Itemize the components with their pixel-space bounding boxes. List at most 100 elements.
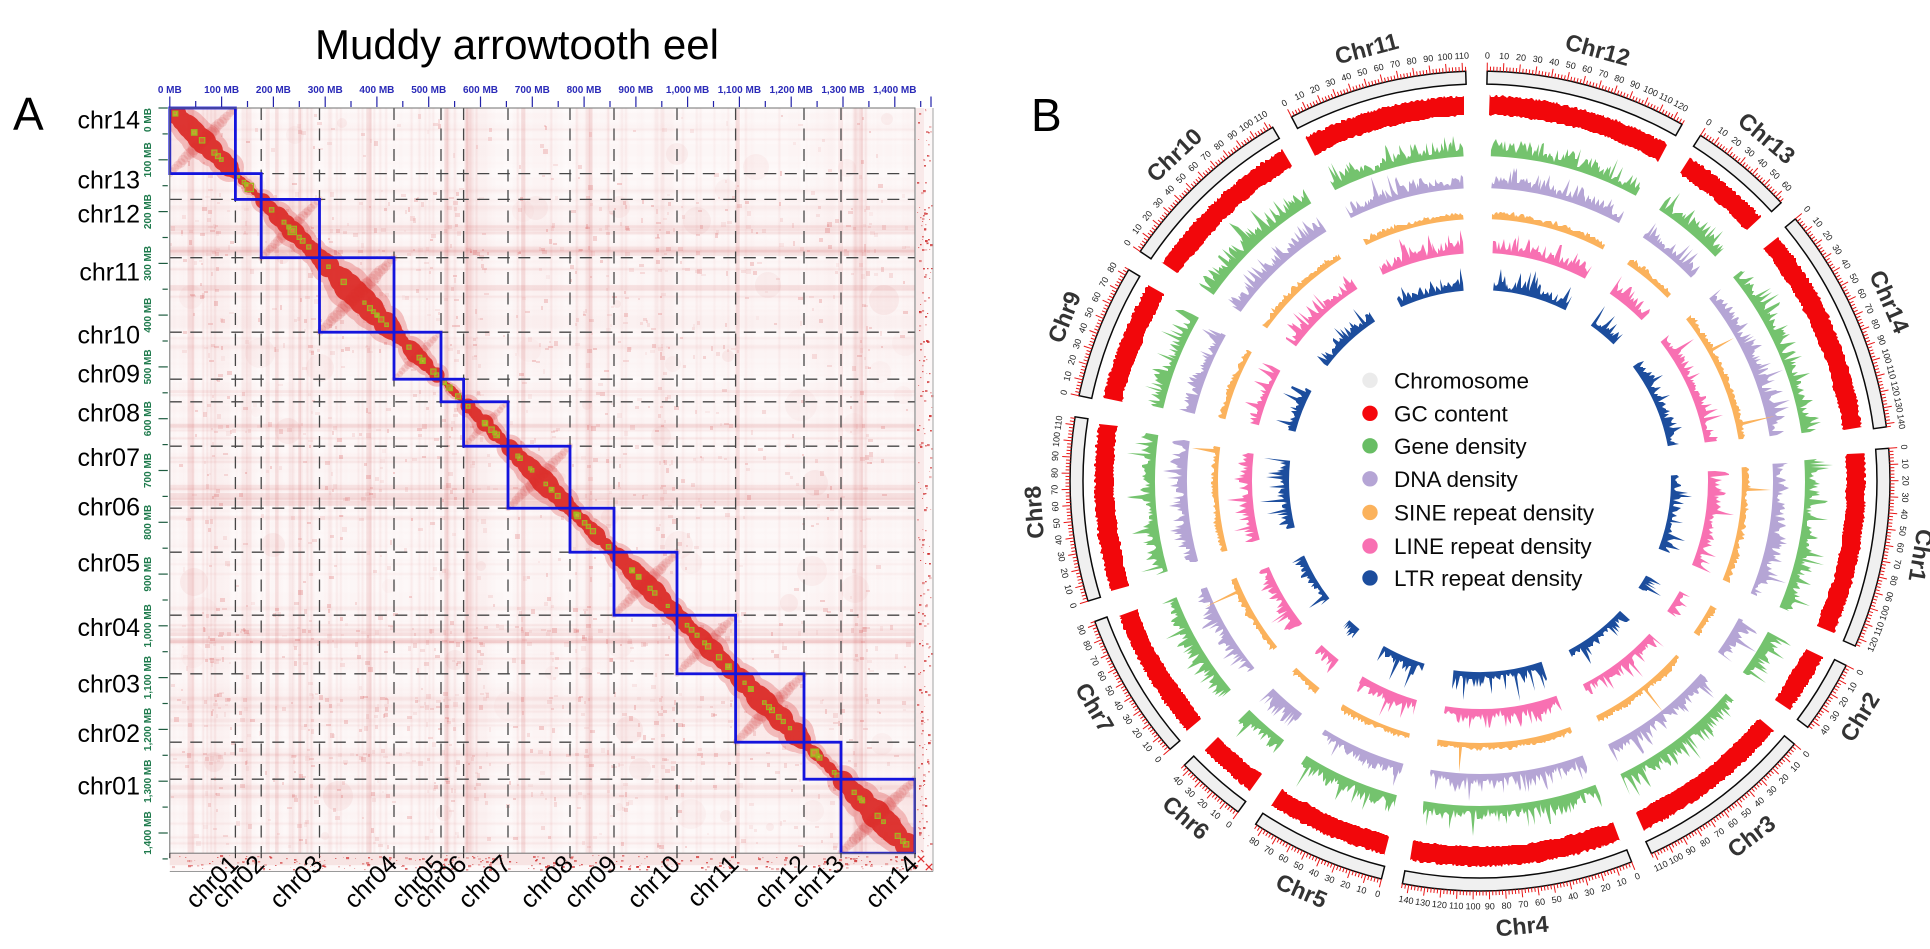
- svg-text:60: 60: [1373, 62, 1385, 74]
- svg-text:0: 0: [1802, 204, 1813, 214]
- svg-text:70: 70: [1891, 558, 1903, 570]
- svg-text:110: 110: [1053, 415, 1065, 431]
- svg-text:20: 20: [1196, 797, 1210, 811]
- svg-text:110: 110: [1454, 51, 1469, 62]
- svg-text:900 MB: 900 MB: [618, 85, 653, 96]
- svg-text:70: 70: [1049, 485, 1059, 495]
- svg-text:70: 70: [1088, 654, 1101, 667]
- svg-text:10: 10: [1062, 370, 1074, 382]
- svg-text:110: 110: [1657, 91, 1674, 106]
- svg-text:70: 70: [1389, 58, 1401, 70]
- svg-text:0 MB: 0 MB: [143, 108, 154, 132]
- svg-text:0: 0: [1704, 117, 1714, 128]
- svg-text:20: 20: [1066, 354, 1078, 366]
- svg-text:chr13: chr13: [77, 167, 140, 195]
- svg-text:10: 10: [1140, 739, 1154, 753]
- svg-text:400 MB: 400 MB: [359, 85, 394, 96]
- svg-text:20: 20: [1901, 476, 1911, 486]
- svg-text:40: 40: [1818, 723, 1832, 737]
- svg-text:60: 60: [1095, 669, 1108, 682]
- svg-text:1,200 MB: 1,200 MB: [770, 85, 813, 96]
- svg-text:60: 60: [1581, 63, 1593, 75]
- svg-text:10: 10: [1788, 760, 1802, 774]
- svg-text:20: 20: [1837, 695, 1851, 709]
- svg-text:50: 50: [1551, 894, 1563, 906]
- svg-text:110: 110: [1885, 364, 1898, 380]
- svg-text:50: 50: [1847, 272, 1861, 286]
- svg-text:20: 20: [1729, 134, 1743, 148]
- svg-text:10: 10: [1062, 583, 1074, 595]
- svg-text:0: 0: [1899, 444, 1909, 450]
- svg-text:100: 100: [1051, 431, 1062, 447]
- svg-text:30: 30: [1324, 76, 1337, 89]
- svg-text:50: 50: [1897, 525, 1908, 536]
- svg-text:40: 40: [1077, 322, 1090, 335]
- svg-text:chr14: chr14: [77, 107, 140, 135]
- svg-text:100 MB: 100 MB: [143, 142, 154, 177]
- svg-text:90: 90: [1684, 844, 1698, 858]
- svg-text:20: 20: [1059, 567, 1071, 579]
- svg-text:80: 80: [1105, 261, 1119, 275]
- svg-text:30: 30: [1071, 337, 1084, 350]
- svg-text:chr02: chr02: [77, 720, 140, 748]
- svg-text:B: B: [1031, 89, 1062, 141]
- svg-text:140: 140: [1398, 894, 1415, 906]
- svg-text:20: 20: [1130, 726, 1144, 740]
- svg-text:30: 30: [1583, 886, 1595, 898]
- svg-text:120: 120: [1672, 98, 1690, 114]
- svg-text:20: 20: [1339, 878, 1352, 891]
- svg-text:80: 80: [1050, 468, 1060, 478]
- svg-text:Chr4: Chr4: [1494, 911, 1549, 942]
- svg-text:110: 110: [1449, 900, 1464, 911]
- svg-text:30: 30: [1830, 243, 1844, 257]
- svg-text:40: 40: [1755, 156, 1769, 170]
- svg-text:0: 0: [1068, 602, 1079, 610]
- svg-text:70: 70: [1518, 899, 1529, 910]
- svg-text:30: 30: [1900, 492, 1910, 502]
- svg-text:900 MB: 900 MB: [143, 557, 154, 592]
- svg-text:200 MB: 200 MB: [143, 194, 154, 229]
- svg-text:30: 30: [1151, 196, 1165, 210]
- svg-text:0: 0: [1854, 668, 1865, 677]
- svg-text:500 MB: 500 MB: [143, 349, 154, 384]
- svg-text:100: 100: [1465, 901, 1480, 911]
- svg-text:40: 40: [1752, 795, 1766, 809]
- svg-text:chr01: chr01: [77, 772, 140, 800]
- svg-text:10: 10: [1615, 876, 1628, 889]
- svg-text:Chr8: Chr8: [1019, 485, 1049, 540]
- svg-text:100: 100: [1667, 851, 1685, 867]
- svg-text:20: 20: [1140, 209, 1154, 223]
- svg-text:0: 0: [1058, 389, 1069, 396]
- svg-text:LINE repeat density: LINE repeat density: [1394, 534, 1592, 559]
- svg-text:90: 90: [1050, 451, 1061, 462]
- svg-text:1,300 MB: 1,300 MB: [143, 760, 154, 803]
- svg-text:600 MB: 600 MB: [463, 85, 498, 96]
- svg-text:50: 50: [1103, 684, 1117, 698]
- svg-text:60: 60: [1050, 501, 1061, 512]
- svg-text:40: 40: [1548, 56, 1560, 68]
- svg-text:120: 120: [1889, 380, 1902, 397]
- svg-text:130: 130: [1415, 897, 1431, 909]
- svg-text:100 MB: 100 MB: [204, 85, 239, 96]
- svg-text:10: 10: [1130, 222, 1144, 236]
- svg-text:40: 40: [1112, 698, 1126, 712]
- svg-text:Muddy arrowtooth eel: Muddy arrowtooth eel: [315, 21, 719, 68]
- svg-text:30: 30: [1532, 54, 1543, 65]
- svg-text:20: 20: [1821, 229, 1835, 243]
- svg-text:chr12: chr12: [77, 201, 140, 229]
- svg-text:1,000 MB: 1,000 MB: [666, 85, 709, 96]
- svg-text:50: 50: [1356, 66, 1368, 78]
- svg-text:500 MB: 500 MB: [411, 85, 446, 96]
- svg-text:10: 10: [1716, 125, 1730, 139]
- svg-text:130: 130: [1892, 397, 1905, 414]
- svg-text:30: 30: [1765, 784, 1779, 798]
- svg-text:50: 50: [1292, 859, 1305, 872]
- svg-text:70: 70: [1262, 844, 1276, 858]
- svg-text:1,300 MB: 1,300 MB: [821, 85, 864, 96]
- svg-text:600 MB: 600 MB: [143, 401, 154, 436]
- svg-text:70: 70: [1712, 826, 1726, 840]
- svg-text:80: 80: [1501, 900, 1512, 911]
- svg-text:1,000 MB: 1,000 MB: [143, 604, 154, 647]
- svg-text:0: 0: [1801, 749, 1812, 759]
- svg-text:0: 0: [1374, 889, 1381, 900]
